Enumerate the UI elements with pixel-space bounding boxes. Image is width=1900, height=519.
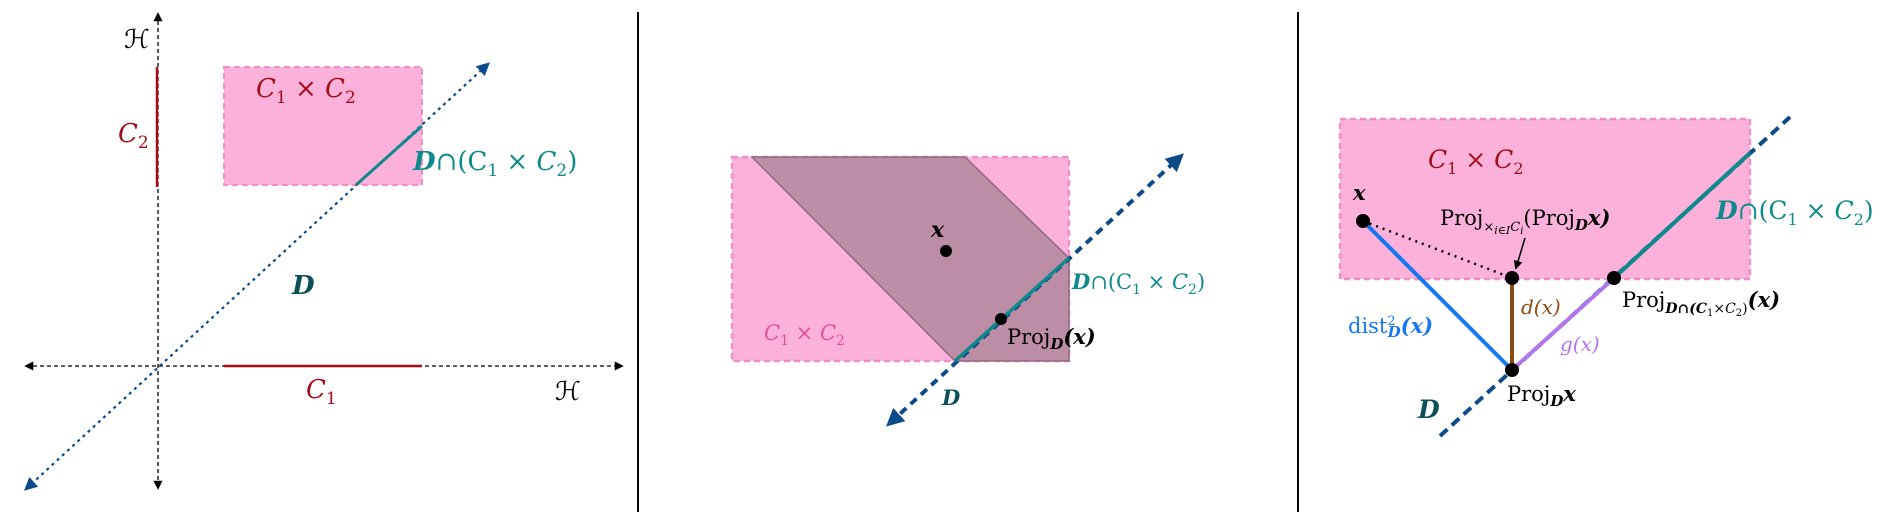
proj-inter-label: ProjD∩(C1×C2)(x): [1622, 287, 1780, 319]
proj-top-point: [1505, 271, 1519, 285]
h-top-label: ℋ: [124, 25, 150, 55]
proj-d-point: [995, 313, 1007, 325]
c1-label: C1: [306, 375, 337, 409]
intersection-label: D∩(C1 × C2): [412, 147, 577, 181]
intersection-segment-3: [1612, 151, 1752, 280]
product-label-3: C1 × C2: [1428, 145, 1524, 178]
d-label-3: D: [1417, 395, 1440, 424]
proj-d-point-3: [1505, 363, 1519, 377]
h-right-label: ℋ: [555, 377, 581, 407]
product-label: C1 × C2: [256, 74, 356, 108]
d-of-x-label: d(x): [1521, 295, 1561, 319]
g-of-x-segment: [1510, 276, 1616, 372]
panel-1: ℋ ℋ C2 C1 C1 × C2 D D∩(C1 × C2): [24, 12, 624, 491]
panel-3: x C1 × C2 Proj×i∈ICi(ProjDx) D∩(C1 × C2)…: [1338, 115, 1874, 438]
x-label-2: x: [930, 217, 945, 243]
proj-top-arrow: [1513, 237, 1526, 270]
c2-label: C2: [118, 119, 149, 153]
intersection-segment-2: [953, 256, 1071, 363]
proj-top-label: Proj×i∈ICi(ProjDx): [1440, 205, 1610, 237]
g-of-x-label: g(x): [1560, 332, 1600, 356]
proj-inter-point: [1607, 271, 1621, 285]
product-set-rect-3: [1338, 117, 1752, 281]
product-label-2: C1 × C2: [764, 321, 845, 349]
point-x-3: [1356, 214, 1370, 228]
panel-2: x C1 × C2 D D∩(C1 × C2) ProjD(x): [730, 153, 1205, 427]
proj-d-label-3: ProjDx: [1507, 381, 1576, 410]
intersection-label-2: D∩(C1 × C2): [1071, 269, 1205, 298]
x-label-3: x: [1352, 180, 1366, 205]
proj-d-label-2: ProjD(x): [1007, 324, 1096, 353]
d-label-2: D: [941, 385, 961, 410]
dist-label: dist2 D(x): [1348, 313, 1433, 341]
intersection-label-3: D∩(C1 × C2): [1715, 196, 1874, 229]
intersection-segment: [355, 124, 423, 187]
d-label: D: [291, 271, 315, 301]
dist-segment: [1361, 219, 1514, 372]
point-x: [940, 245, 952, 257]
